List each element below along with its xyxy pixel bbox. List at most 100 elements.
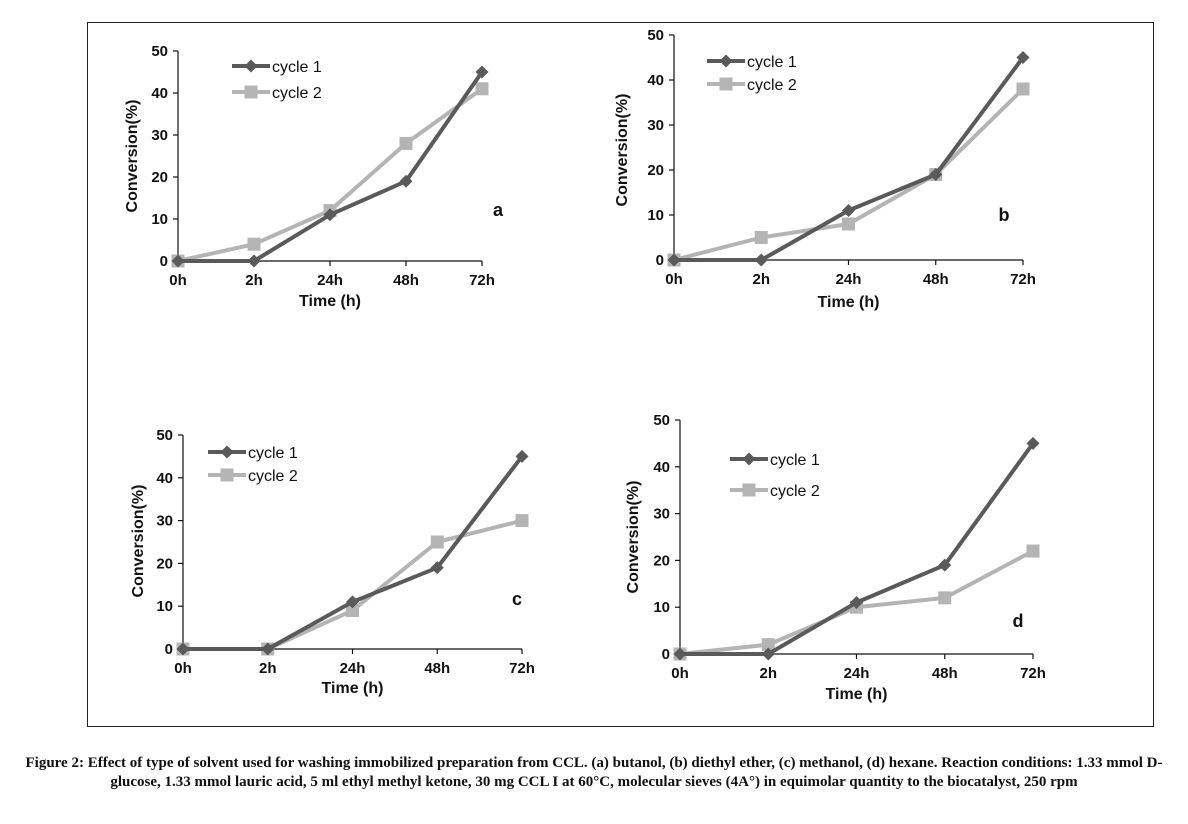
legend-label-cycle-2: cycle 2 [272, 85, 322, 102]
y-axis-title: Conversion(%) [130, 485, 147, 598]
x-axis-title: Time (h) [818, 294, 880, 311]
x-tick-label: 72h [469, 272, 495, 289]
chart-panel-c: 0 10 20 30 40 50 0h 2h 24h 48h 72h Time (h) Conversi… [130, 427, 535, 697]
y-tick-label: 20 [647, 162, 664, 179]
y-tick-label: 20 [156, 555, 173, 572]
charts-canvas: 0 10 20 30 40 50 0h 2h 24h 48h 72h Time (h) Conversi… [124, 27, 1046, 703]
data-point-cycle-1 [1016, 51, 1030, 64]
y-axis-title: Conversion(%) [614, 94, 631, 207]
y-tick-label: 0 [160, 253, 168, 270]
y-tick-label: 40 [653, 459, 670, 476]
data-point-cycle-2 [346, 603, 359, 617]
legend-label-cycle-2: cycle 2 [747, 77, 797, 94]
data-point-cycle-2 [842, 217, 855, 231]
x-tick-label: 48h [923, 271, 949, 288]
series-line-cycle-2 [177, 87, 484, 263]
data-point-cycle-1 [399, 174, 413, 188]
data-point-cycle-1 [673, 647, 687, 661]
series-line-cycle-1 [183, 455, 524, 651]
series-line-cycle-1 [178, 70, 484, 263]
data-point-cycle-1 [850, 596, 863, 610]
legend-marker-cycle-1 [244, 59, 258, 73]
chart-panel-b: 0 10 20 30 40 50 0h 2h 24h 48h 72h Time (h) Conversi… [614, 27, 1036, 311]
x-axis-title: Time (h) [299, 293, 361, 310]
panel-label: b [999, 205, 1010, 225]
x-tick-label: 0h [169, 272, 187, 289]
y-tick-label: 0 [662, 646, 670, 663]
data-point-cycle-1 [323, 208, 337, 222]
y-tick-label: 0 [165, 641, 173, 658]
y-tick-label: 10 [647, 207, 664, 224]
data-point-cycle-1 [430, 561, 444, 575]
chart-panel-d: 0 10 20 30 40 50 0h 2h 24h 48h 72h Time (h) Conversi… [625, 412, 1046, 703]
x-tick-label: 2h [245, 272, 263, 289]
x-tick-label: 2h [752, 271, 770, 288]
y-tick-label: 30 [647, 117, 664, 134]
legend-label-cycle-2: cycle 2 [248, 468, 298, 485]
x-tick-label: 48h [393, 272, 419, 289]
legend-marker-cycle-2 [220, 468, 234, 482]
panel-label: c [512, 589, 522, 609]
x-tick-label: 2h [759, 665, 777, 682]
data-point-cycle-2 [754, 231, 768, 244]
y-tick-label: 50 [647, 27, 664, 44]
data-point-cycle-1 [171, 254, 185, 268]
y-tick-label: 0 [656, 252, 664, 269]
x-tick-label: 24h [844, 665, 870, 682]
data-point-cycle-2 [475, 82, 489, 96]
x-tick-label: 0h [665, 271, 683, 288]
y-tick-label: 10 [156, 598, 173, 615]
data-point-cycle-2 [515, 514, 529, 528]
data-point-cycle-1 [938, 558, 952, 572]
legend-marker-cycle-1 [742, 452, 756, 466]
panel-label: d [1013, 611, 1024, 631]
data-point-cycle-2 [247, 237, 261, 251]
x-axis-title: Time (h) [322, 680, 384, 697]
chart-panel-a: 0 10 20 30 40 50 0h 2h 24h 48h 72h Time (h) Conversi… [124, 43, 504, 310]
data-point-cycle-1 [842, 204, 855, 217]
x-tick-label: 24h [836, 271, 862, 288]
legend-label-cycle-2: cycle 2 [770, 483, 820, 500]
x-tick-label: 0h [174, 660, 192, 677]
data-point-cycle-2 [1026, 544, 1040, 558]
x-tick-label: 72h [1010, 271, 1036, 288]
y-tick-label: 30 [156, 513, 173, 530]
data-point-cycle-1 [346, 595, 359, 609]
data-point-cycle-1 [929, 168, 943, 181]
x-tick-label: 2h [259, 660, 277, 677]
x-tick-label: 48h [424, 660, 450, 677]
y-tick-label: 30 [151, 127, 168, 144]
y-axis-title: Conversion(%) [124, 100, 141, 213]
y-tick-label: 40 [647, 72, 664, 89]
data-point-cycle-1 [261, 642, 275, 656]
legend-label-cycle-1: cycle 1 [272, 59, 322, 76]
legend-marker-cycle-2 [244, 85, 258, 99]
legend-label-cycle-1: cycle 1 [248, 445, 298, 462]
series-line-cycle-2 [673, 87, 1025, 262]
panel-label: a [493, 200, 504, 220]
y-tick-label: 50 [653, 412, 670, 429]
legend-marker-cycle-1 [719, 54, 733, 68]
data-point-cycle-2 [399, 136, 413, 150]
y-tick-label: 40 [156, 470, 173, 487]
y-tick-label: 40 [151, 85, 168, 102]
figure-frame [87, 22, 1154, 727]
legend-marker-cycle-2 [742, 483, 756, 497]
data-point-cycle-1 [761, 647, 775, 661]
legend-label-cycle-1: cycle 1 [747, 54, 797, 71]
data-point-cycle-2 [1016, 82, 1030, 96]
data-point-cycle-1 [515, 449, 529, 463]
legend-label-cycle-1: cycle 1 [770, 452, 820, 469]
data-point-cycle-2 [430, 535, 444, 549]
data-point-cycle-1 [667, 253, 681, 267]
y-tick-label: 20 [151, 169, 168, 186]
x-tick-label: 72h [509, 660, 535, 677]
series-line-cycle-1 [680, 442, 1035, 656]
x-tick-label: 0h [671, 665, 689, 682]
data-point-cycle-2 [938, 591, 952, 605]
data-point-cycle-2 [761, 638, 775, 652]
y-tick-label: 10 [151, 211, 168, 228]
data-point-cycle-1 [247, 254, 261, 268]
data-point-cycle-1 [475, 65, 489, 79]
legend-marker-cycle-1 [220, 445, 234, 459]
